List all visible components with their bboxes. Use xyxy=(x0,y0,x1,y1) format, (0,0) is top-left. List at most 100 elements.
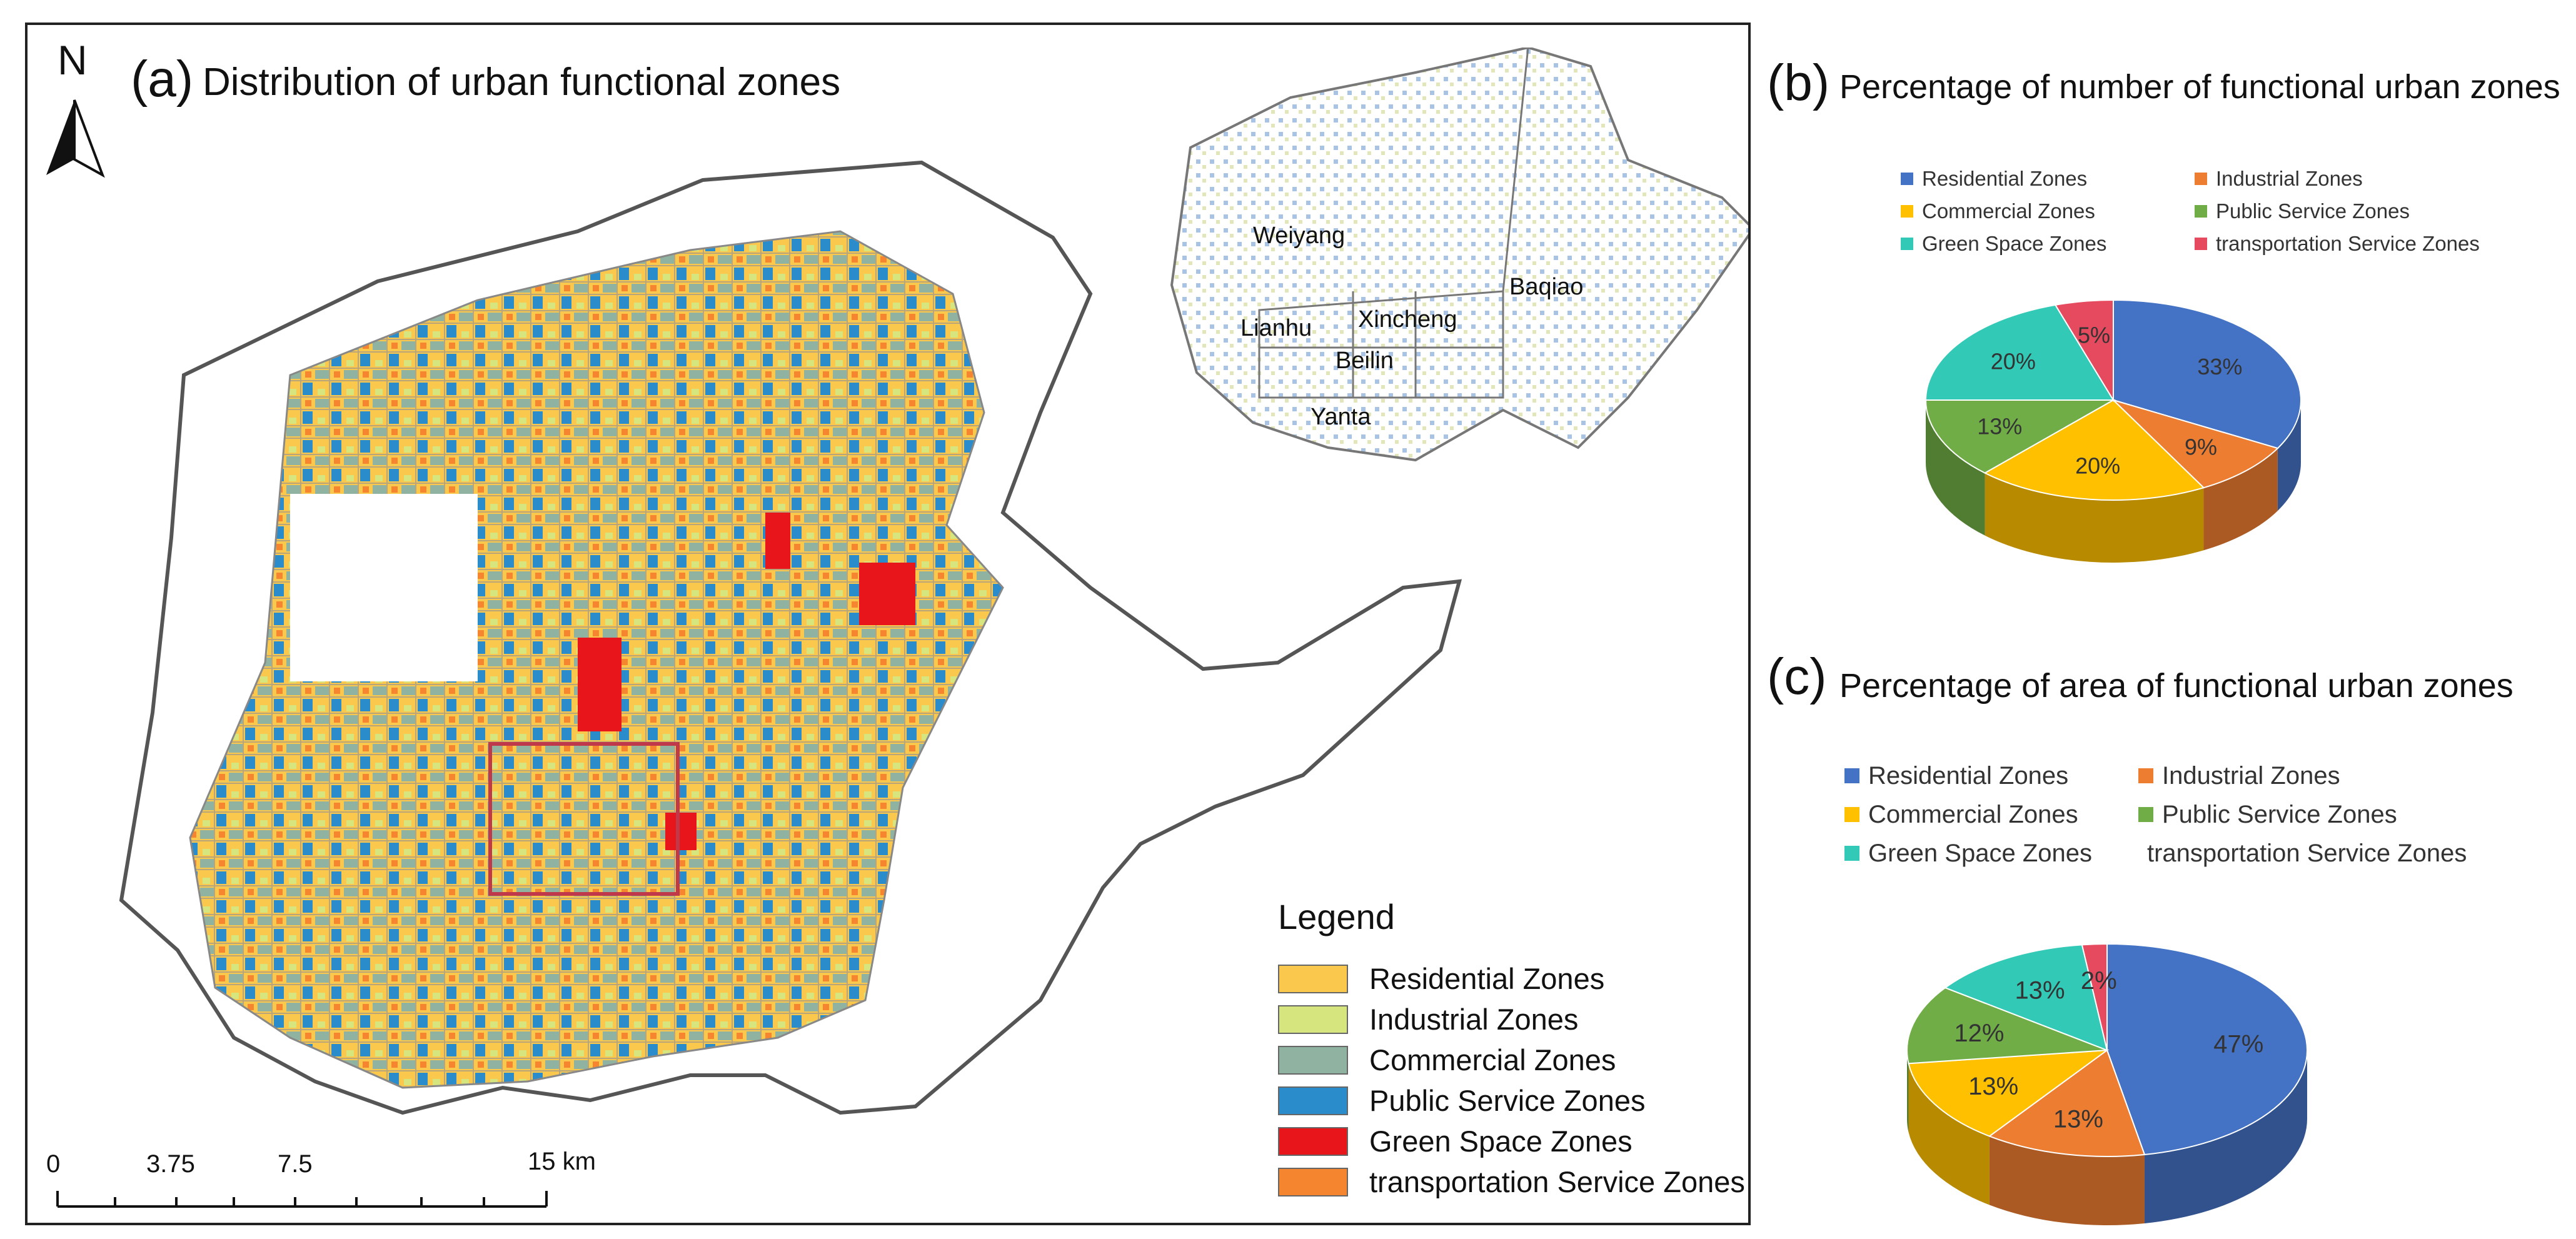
scale-label-1: 3.75 xyxy=(146,1150,195,1178)
legend-label: Commercial Zones xyxy=(1922,199,2095,223)
city-wall xyxy=(488,742,680,896)
pie-c-legend-item: transportation Service Zones xyxy=(2138,836,2467,870)
legend-item: Commercial Zones xyxy=(1278,1040,1748,1080)
map-legend: Legend Residential Zones Industrial Zone… xyxy=(1278,896,1748,1202)
pie-data-label: 13% xyxy=(1968,1073,2018,1100)
pie-c-legend: Residential Zones Industrial Zones Comme… xyxy=(1844,759,2467,870)
legend-swatch xyxy=(1278,1086,1348,1115)
pie-data-label: 2% xyxy=(2081,967,2117,995)
pie-data-label: 13% xyxy=(2015,976,2065,1004)
pie-slice xyxy=(1988,1049,2146,1157)
pie-slice-side xyxy=(1907,1050,1909,1133)
green-space-patch xyxy=(859,563,915,625)
legend-swatch xyxy=(1278,1167,1348,1196)
legend-swatch xyxy=(2195,238,2207,250)
pie-c-legend-item: Industrial Zones xyxy=(2138,759,2463,793)
vacant-area xyxy=(290,494,478,681)
pie-slice xyxy=(1983,399,2205,501)
legend-label: transportation Service Zones xyxy=(1369,1165,1745,1198)
legend-label: Industrial Zones xyxy=(2216,167,2363,190)
legend-label: Industrial Zones xyxy=(2162,761,2340,790)
legend-swatch xyxy=(1278,1126,1348,1156)
pie-data-label: 13% xyxy=(1977,414,2022,439)
legend-swatch xyxy=(1278,1005,1348,1034)
legend-label: Residential Zones xyxy=(1868,761,2069,790)
pie-slice-side xyxy=(1985,473,2204,563)
pie-slice xyxy=(1944,944,2108,1051)
legend-swatch xyxy=(1901,173,1913,185)
scale-bar xyxy=(56,1191,548,1208)
legend-label: Public Service Zones xyxy=(2162,800,2397,828)
district-label-beilin: Beilin xyxy=(1336,348,1394,374)
map-title: Distribution of urban functional zones xyxy=(203,61,841,104)
inset-map: Weiyang Baqiao Lianhu Xincheng Beilin Ya… xyxy=(1153,46,1748,488)
pie-b-legend-item: Green Space Zones xyxy=(1901,230,2195,258)
pie-chart-b: 33% 9% 20% 13% 20% 5% xyxy=(1924,299,2302,563)
pie-slice xyxy=(2113,399,2279,489)
district-label-xincheng: Xincheng xyxy=(1358,306,1457,333)
north-label: N xyxy=(58,37,88,83)
pie-slice xyxy=(1924,304,2115,401)
legend-swatch xyxy=(1901,205,1913,218)
panel-label-c: (c) xyxy=(1767,648,1827,705)
pie-b-legend-item: Residential Zones xyxy=(1901,165,2195,193)
legend-swatch xyxy=(1278,1045,1348,1075)
pie-b-legend-item: transportation Service Zones xyxy=(2195,230,2520,258)
legend-label: transportation Service Zones xyxy=(2216,232,2480,255)
legend-label: Public Service Zones xyxy=(1369,1084,1646,1117)
legend-item: Green Space Zones xyxy=(1278,1121,1748,1161)
legend-item: Residential Zones xyxy=(1278,958,1748,999)
pie-data-label: 13% xyxy=(2053,1105,2103,1133)
pie-slice xyxy=(2054,299,2114,403)
pie-c-legend-item: Commercial Zones xyxy=(1844,798,2138,831)
legend-item: transportation Service Zones xyxy=(1278,1161,1748,1202)
panel-label-b: (b) xyxy=(1767,54,1830,111)
pie-data-label: 20% xyxy=(1991,349,2036,374)
pie-slice-side xyxy=(2203,448,2278,551)
pie-b-legend-item: Public Service Zones xyxy=(2195,198,2520,225)
legend-swatch xyxy=(1844,807,1859,822)
legend-label: Commercial Zones xyxy=(1369,1043,1616,1076)
map-panel: N (a) Distribution of urban functional z… xyxy=(25,23,1751,1225)
district-label-lianhu: Lianhu xyxy=(1240,315,1312,341)
pie-c-title: Percentage of area of functional urban z… xyxy=(1839,667,2513,705)
legend-swatch xyxy=(1278,964,1348,993)
legend-swatch xyxy=(2138,768,2153,783)
legend-label: Residential Zones xyxy=(1922,167,2088,190)
green-space-patch xyxy=(765,513,790,569)
pie-chart-c: 47% 13% 13% 12% 13% 2% xyxy=(1906,943,2308,1225)
pie-b-legend-item: Commercial Zones xyxy=(1901,198,2195,225)
legend-item: Industrial Zones xyxy=(1278,999,1748,1040)
pie-slice-side xyxy=(1989,1136,2145,1225)
pie-data-label: 9% xyxy=(2185,434,2217,459)
scale-label-3: 15 km xyxy=(528,1148,596,1175)
green-space-patch xyxy=(665,813,697,850)
pie-data-label: 12% xyxy=(1954,1020,2004,1047)
legend-label: Industrial Zones xyxy=(1369,1003,1579,1036)
legend-label: Green Space Zones xyxy=(1868,839,2092,867)
legend-label: Public Service Zones xyxy=(2216,199,2410,223)
green-space-patch xyxy=(578,638,621,731)
pie-b-legend-item: Industrial Zones xyxy=(2195,165,2520,193)
pie-data-label: 47% xyxy=(2213,1030,2263,1058)
pie-c-legend-item: Green Space Zones xyxy=(1844,836,2138,870)
panel-label-a: (a) xyxy=(131,51,194,108)
legend-swatch xyxy=(2195,173,2207,185)
legend-swatch xyxy=(1901,238,1913,250)
district-label-weiyang: Weiyang xyxy=(1253,223,1346,249)
legend-swatch xyxy=(2195,205,2207,218)
scale-label-2: 7.5 xyxy=(278,1150,313,1178)
district-label-yanta: Yanta xyxy=(1311,404,1371,430)
legend-swatch xyxy=(2138,807,2153,822)
scale-label-0: 0 xyxy=(46,1150,61,1178)
pie-b-title: Percentage of number of functional urban… xyxy=(1839,68,2560,106)
main-map xyxy=(46,99,1462,1208)
legend-label: Residential Zones xyxy=(1369,962,1605,995)
pie-data-label: 20% xyxy=(2075,453,2120,478)
pie-slice xyxy=(2113,299,2302,449)
legend-swatch xyxy=(1844,768,1859,783)
pie-slice xyxy=(2106,943,2308,1156)
inset-boundary xyxy=(1170,46,1748,462)
pie-slice xyxy=(1908,1049,2110,1137)
legend-swatch xyxy=(1844,846,1859,861)
